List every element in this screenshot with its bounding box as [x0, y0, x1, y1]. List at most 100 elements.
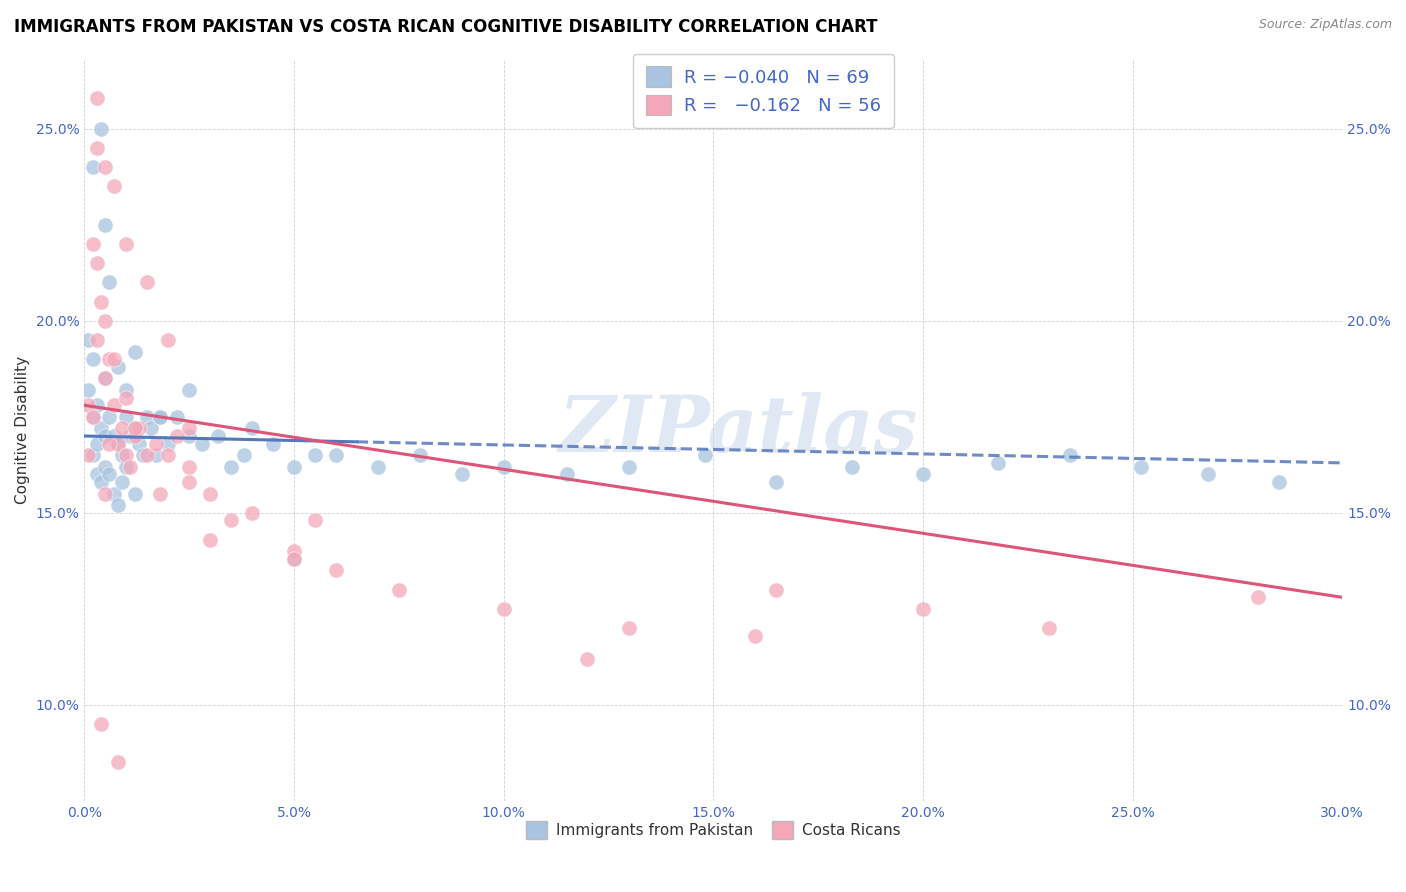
- Point: [90, 294, 112, 309]
- Point: [219, 459, 242, 474]
- Point: [283, 552, 305, 566]
- Point: [128, 436, 150, 450]
- Point: [166, 409, 188, 424]
- Point: [149, 409, 172, 424]
- Point: [492, 602, 515, 616]
- Point: [107, 359, 129, 374]
- Point: [86, 398, 108, 412]
- Point: [555, 467, 578, 482]
- Point: [107, 436, 129, 450]
- Point: [90, 421, 112, 435]
- Point: [179, 421, 201, 435]
- Point: [86, 141, 108, 155]
- Point: [115, 459, 138, 474]
- Point: [1197, 467, 1219, 482]
- Point: [198, 486, 221, 500]
- Point: [82, 160, 104, 174]
- Point: [111, 448, 134, 462]
- Point: [492, 459, 515, 474]
- Point: [107, 498, 129, 512]
- Point: [98, 467, 121, 482]
- Text: Source: ZipAtlas.com: Source: ZipAtlas.com: [1258, 18, 1392, 31]
- Point: [136, 448, 159, 462]
- Point: [86, 467, 108, 482]
- Point: [283, 459, 305, 474]
- Point: [232, 448, 254, 462]
- Point: [98, 436, 121, 450]
- Point: [157, 436, 180, 450]
- Point: [179, 475, 201, 489]
- Point: [283, 552, 305, 566]
- Point: [166, 429, 188, 443]
- Point: [94, 371, 117, 385]
- Point: [82, 409, 104, 424]
- Point: [619, 621, 641, 635]
- Point: [124, 421, 146, 435]
- Point: [765, 475, 787, 489]
- Text: IMMIGRANTS FROM PAKISTAN VS COSTA RICAN COGNITIVE DISABILITY CORRELATION CHART: IMMIGRANTS FROM PAKISTAN VS COSTA RICAN …: [14, 18, 877, 36]
- Point: [1038, 621, 1060, 635]
- Point: [179, 459, 201, 474]
- Point: [82, 352, 104, 367]
- Point: [304, 448, 326, 462]
- Point: [190, 436, 212, 450]
- Point: [136, 409, 159, 424]
- Point: [409, 448, 432, 462]
- Point: [132, 448, 155, 462]
- Point: [987, 456, 1010, 470]
- Point: [120, 429, 142, 443]
- Point: [111, 475, 134, 489]
- Point: [86, 91, 108, 105]
- Point: [103, 398, 125, 412]
- Point: [98, 276, 121, 290]
- Point: [124, 344, 146, 359]
- Point: [325, 563, 347, 577]
- Point: [77, 398, 100, 412]
- Point: [157, 333, 180, 347]
- Point: [98, 409, 121, 424]
- Point: [198, 533, 221, 547]
- Point: [693, 448, 716, 462]
- Point: [240, 506, 263, 520]
- Text: ZIPatlas: ZIPatlas: [558, 392, 918, 468]
- Point: [82, 236, 104, 251]
- Point: [388, 582, 411, 597]
- Point: [240, 421, 263, 435]
- Point: [124, 486, 146, 500]
- Point: [1130, 459, 1153, 474]
- Point: [911, 467, 934, 482]
- Point: [304, 514, 326, 528]
- Point: [103, 352, 125, 367]
- Point: [107, 756, 129, 770]
- Point: [765, 582, 787, 597]
- Point: [207, 429, 229, 443]
- Point: [77, 333, 100, 347]
- Point: [744, 629, 766, 643]
- Point: [94, 160, 117, 174]
- Point: [111, 421, 134, 435]
- Point: [115, 409, 138, 424]
- Point: [90, 121, 112, 136]
- Point: [94, 429, 117, 443]
- Point: [136, 276, 159, 290]
- Point: [1247, 591, 1270, 605]
- Point: [115, 448, 138, 462]
- Point: [145, 448, 167, 462]
- Point: [450, 467, 472, 482]
- Point: [124, 429, 146, 443]
- Point: [157, 448, 180, 462]
- Point: [141, 421, 163, 435]
- Point: [283, 544, 305, 558]
- Point: [619, 459, 641, 474]
- Point: [107, 436, 129, 450]
- Point: [1059, 448, 1081, 462]
- Point: [86, 436, 108, 450]
- Point: [149, 486, 172, 500]
- Point: [90, 717, 112, 731]
- Point: [103, 179, 125, 194]
- Point: [576, 652, 599, 666]
- Point: [103, 429, 125, 443]
- Point: [77, 448, 100, 462]
- Point: [94, 314, 117, 328]
- Point: [94, 459, 117, 474]
